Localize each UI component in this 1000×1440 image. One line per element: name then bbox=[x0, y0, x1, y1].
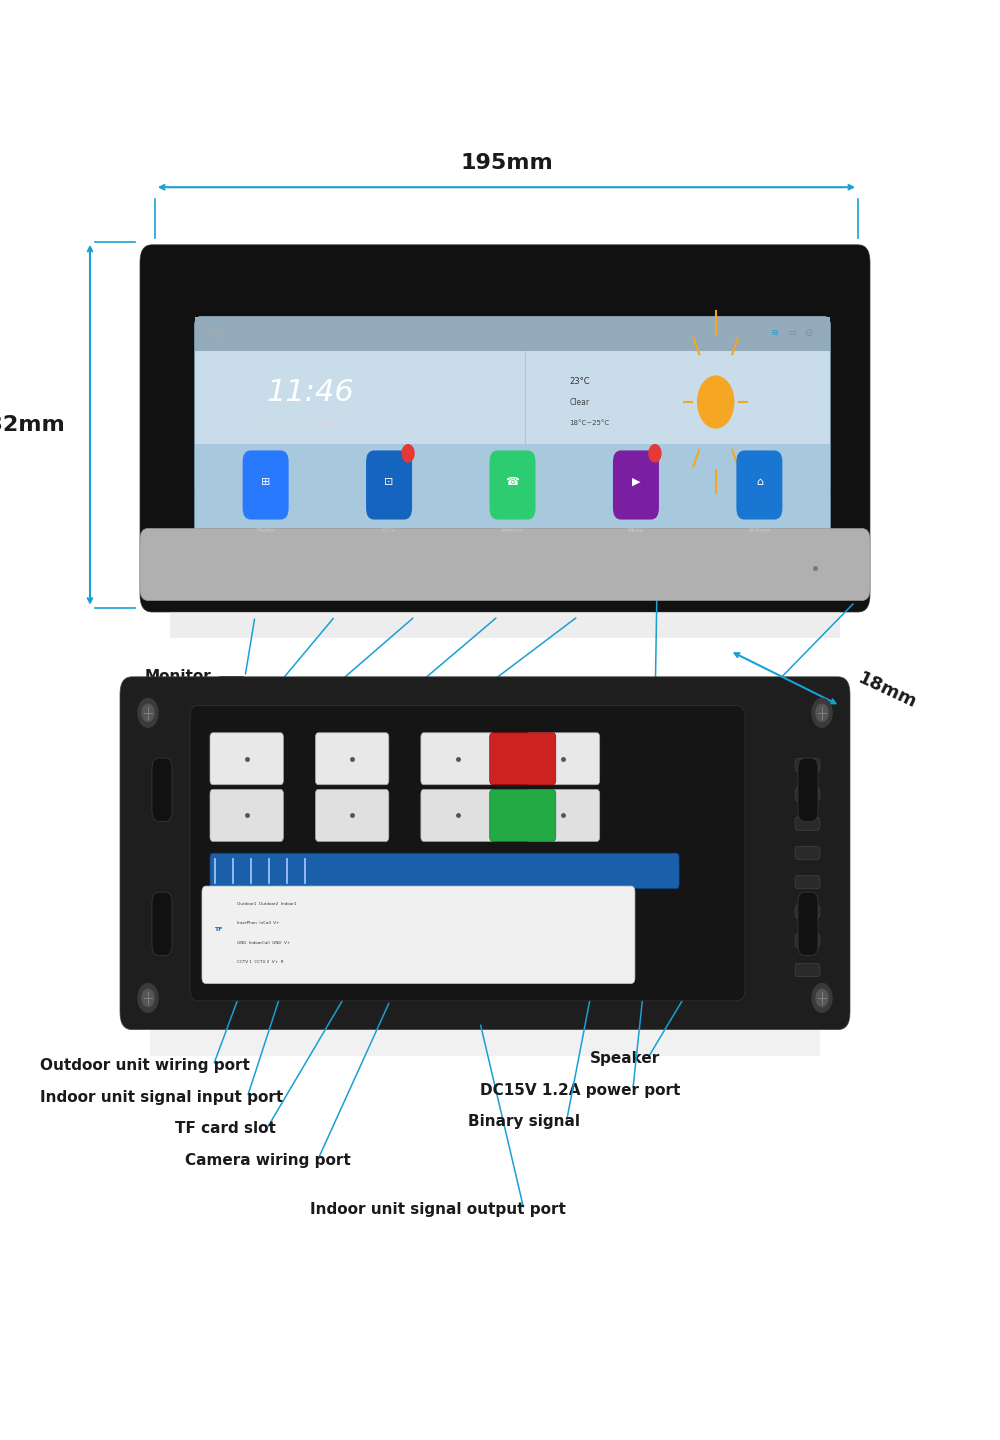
FancyBboxPatch shape bbox=[795, 876, 820, 888]
Text: Monitor: Monitor bbox=[256, 528, 275, 533]
FancyBboxPatch shape bbox=[210, 733, 283, 785]
Text: ⊡: ⊡ bbox=[384, 477, 394, 487]
Circle shape bbox=[402, 445, 414, 462]
FancyBboxPatch shape bbox=[798, 757, 818, 821]
Text: Clear: Clear bbox=[570, 397, 590, 406]
Bar bbox=[150, 1030, 820, 1056]
Text: ▭: ▭ bbox=[788, 328, 796, 337]
Text: 132mm: 132mm bbox=[0, 415, 65, 435]
FancyBboxPatch shape bbox=[195, 317, 830, 547]
Text: ⌂: ⌂ bbox=[756, 477, 763, 487]
Text: Speaker: Speaker bbox=[590, 1051, 660, 1066]
Text: 195mm: 195mm bbox=[460, 153, 553, 173]
Bar bbox=[195, 317, 830, 444]
FancyBboxPatch shape bbox=[195, 490, 830, 547]
Text: GND  IndoorCall  GND  V+: GND IndoorCall GND V+ bbox=[237, 940, 290, 945]
Text: 23°C: 23°C bbox=[570, 377, 590, 386]
FancyBboxPatch shape bbox=[243, 451, 289, 520]
FancyBboxPatch shape bbox=[526, 789, 600, 841]
FancyBboxPatch shape bbox=[366, 451, 412, 520]
FancyBboxPatch shape bbox=[526, 733, 600, 785]
Text: DC15V 1.2A power port: DC15V 1.2A power port bbox=[480, 1083, 680, 1097]
Text: Indoor unit signal output port: Indoor unit signal output port bbox=[310, 1202, 566, 1217]
Text: 18mm: 18mm bbox=[855, 670, 919, 713]
FancyBboxPatch shape bbox=[795, 935, 820, 948]
Text: Microphone: Microphone bbox=[620, 733, 720, 747]
Text: ⊞: ⊞ bbox=[261, 477, 270, 487]
FancyBboxPatch shape bbox=[613, 451, 659, 520]
FancyBboxPatch shape bbox=[736, 451, 782, 520]
Circle shape bbox=[142, 989, 154, 1007]
Text: ▶: ▶ bbox=[632, 477, 640, 487]
FancyBboxPatch shape bbox=[195, 317, 830, 497]
Text: ⚙: ⚙ bbox=[211, 328, 223, 341]
FancyBboxPatch shape bbox=[315, 789, 389, 841]
Bar bbox=[170, 612, 840, 638]
Text: Outdoor unit wiring port: Outdoor unit wiring port bbox=[40, 1058, 250, 1073]
FancyBboxPatch shape bbox=[795, 759, 820, 772]
Text: Intercom: Intercom bbox=[172, 733, 249, 747]
FancyBboxPatch shape bbox=[795, 847, 820, 860]
FancyBboxPatch shape bbox=[795, 816, 820, 831]
Text: InterPhon  InCall  V+: InterPhon InCall V+ bbox=[237, 922, 280, 924]
FancyBboxPatch shape bbox=[140, 528, 870, 600]
Circle shape bbox=[812, 698, 832, 727]
Text: Weather Fore: Weather Fore bbox=[555, 701, 672, 716]
Text: CCTV 1  CCTV 2  V+  R: CCTV 1 CCTV 2 V+ R bbox=[237, 960, 284, 965]
FancyBboxPatch shape bbox=[195, 317, 830, 547]
FancyBboxPatch shape bbox=[210, 852, 679, 888]
Bar bbox=[195, 317, 830, 351]
Circle shape bbox=[138, 698, 158, 727]
FancyBboxPatch shape bbox=[152, 757, 172, 821]
FancyBboxPatch shape bbox=[202, 886, 635, 984]
FancyBboxPatch shape bbox=[190, 706, 745, 1001]
Text: Indoor unit signal input port: Indoor unit signal input port bbox=[40, 1090, 283, 1104]
FancyBboxPatch shape bbox=[795, 904, 820, 919]
Text: CCTV: CCTV bbox=[158, 701, 202, 716]
Text: Tue, 25 January  2022: Tue, 25 January 2022 bbox=[262, 422, 338, 428]
FancyBboxPatch shape bbox=[120, 677, 850, 1030]
Text: Outdoor1  Outdoor2  Indoor1: Outdoor1 Outdoor2 Indoor1 bbox=[237, 901, 296, 906]
Text: TF card slot: TF card slot bbox=[175, 1122, 276, 1136]
Text: ≋: ≋ bbox=[771, 328, 779, 338]
Circle shape bbox=[142, 704, 154, 721]
FancyBboxPatch shape bbox=[795, 788, 820, 801]
Text: Scenario mode: Scenario mode bbox=[230, 796, 357, 811]
Text: Intercom: Intercom bbox=[501, 528, 524, 533]
FancyBboxPatch shape bbox=[490, 451, 536, 520]
FancyBboxPatch shape bbox=[315, 733, 389, 785]
Text: Monitor: Monitor bbox=[145, 670, 212, 684]
Text: TF: TF bbox=[214, 927, 222, 933]
Text: 11:46: 11:46 bbox=[266, 379, 354, 408]
Text: ☎: ☎ bbox=[506, 477, 519, 487]
FancyBboxPatch shape bbox=[152, 891, 172, 956]
Text: ⊙: ⊙ bbox=[804, 328, 812, 338]
Text: Media: Media bbox=[215, 765, 267, 779]
Circle shape bbox=[649, 445, 661, 462]
Text: At Home: At Home bbox=[749, 528, 770, 533]
Text: Media: Media bbox=[629, 528, 643, 533]
FancyBboxPatch shape bbox=[798, 891, 818, 956]
Circle shape bbox=[816, 989, 828, 1007]
Text: CC V: CC V bbox=[383, 528, 395, 533]
FancyBboxPatch shape bbox=[210, 789, 283, 841]
Circle shape bbox=[138, 984, 158, 1012]
FancyBboxPatch shape bbox=[140, 245, 870, 612]
FancyBboxPatch shape bbox=[795, 963, 820, 976]
Circle shape bbox=[812, 984, 832, 1012]
FancyBboxPatch shape bbox=[195, 317, 830, 547]
Text: Binary signal: Binary signal bbox=[468, 1115, 580, 1129]
Text: 18°C~25°C: 18°C~25°C bbox=[570, 420, 610, 426]
FancyBboxPatch shape bbox=[490, 733, 556, 785]
Text: Camera wiring port: Camera wiring port bbox=[185, 1153, 351, 1168]
FancyBboxPatch shape bbox=[421, 733, 494, 785]
Circle shape bbox=[816, 704, 828, 721]
FancyBboxPatch shape bbox=[421, 789, 494, 841]
FancyBboxPatch shape bbox=[490, 789, 556, 841]
Circle shape bbox=[698, 376, 734, 428]
